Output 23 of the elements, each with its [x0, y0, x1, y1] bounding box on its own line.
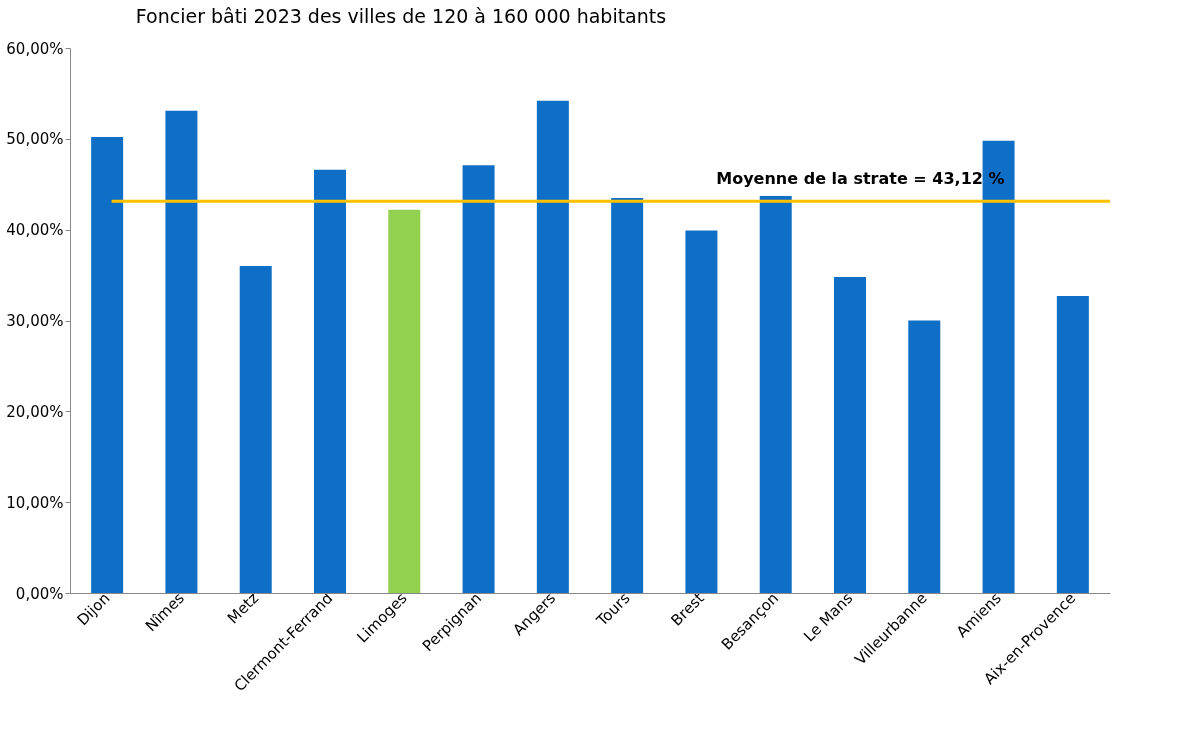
bar: [834, 276, 866, 593]
bar: [685, 230, 718, 593]
y-tick-label: 60,00%: [6, 39, 64, 58]
ref-line-label: Moyenne de la strate = 43,12 %: [716, 169, 1005, 189]
chart-title: Foncier bâti 2023 des villes de 120 à 160 000 habitants: [135, 5, 667, 27]
bar: [388, 209, 421, 593]
bar: [908, 320, 941, 593]
y-tick-label: 0,00%: [15, 584, 64, 603]
bar: [91, 137, 124, 593]
y-tick-label: 30,00%: [6, 312, 64, 330]
bar: [165, 110, 198, 593]
bar: [1056, 295, 1089, 593]
y-tick-label: 40,00%: [6, 221, 64, 240]
y-tick-label: 20,00%: [6, 402, 64, 421]
y-tick-label: 50,00%: [6, 130, 64, 149]
bar: [536, 100, 569, 593]
bar: [462, 165, 495, 593]
bar: [611, 197, 644, 593]
bar: [759, 196, 792, 593]
bar: [314, 169, 346, 593]
bar: [982, 140, 1015, 593]
bar: [239, 266, 272, 593]
y-tick-label: 10,00%: [6, 493, 64, 512]
